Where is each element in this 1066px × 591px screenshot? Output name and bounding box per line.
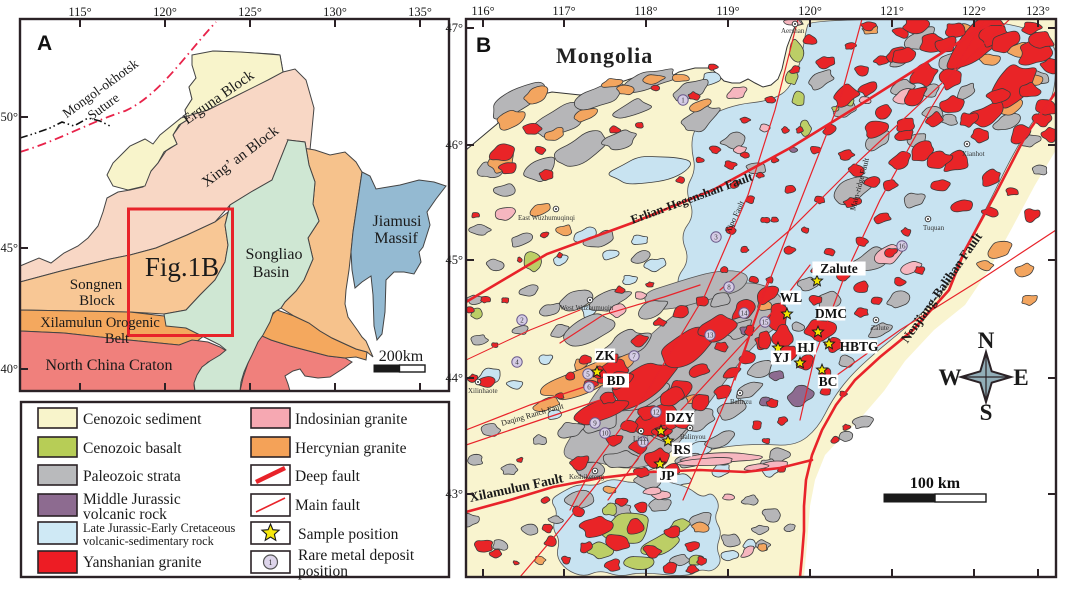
svg-text:Songliao: Songliao	[246, 246, 303, 263]
svg-text:Sample position: Sample position	[298, 526, 399, 543]
svg-text:123°: 123°	[1026, 4, 1050, 18]
svg-text:Mongolia: Mongolia	[556, 43, 653, 68]
svg-text:S: S	[980, 400, 993, 425]
svg-text:Indosinian granite: Indosinian granite	[295, 411, 407, 428]
svg-text:JP: JP	[660, 468, 675, 483]
svg-text:130°: 130°	[323, 5, 347, 19]
svg-text:117°: 117°	[552, 4, 575, 18]
svg-text:Linxi: Linxi	[633, 435, 648, 443]
svg-text:position: position	[298, 563, 348, 580]
svg-text:HBTG: HBTG	[839, 339, 879, 354]
svg-text:Jiamusi: Jiamusi	[373, 213, 422, 230]
svg-text:ZK: ZK	[595, 348, 615, 363]
svg-text:125°: 125°	[238, 5, 262, 19]
svg-text:45°: 45°	[446, 253, 464, 267]
svg-text:North China Craton: North China Craton	[45, 357, 172, 374]
svg-text:2: 2	[520, 317, 524, 325]
svg-text:12: 12	[653, 409, 661, 417]
svg-text:135°: 135°	[408, 5, 432, 19]
svg-text:116°: 116°	[471, 4, 494, 18]
svg-text:115°: 115°	[68, 5, 91, 19]
svg-text:B: B	[476, 34, 491, 57]
svg-text:Zalute: Zalute	[871, 324, 889, 332]
svg-text:5: 5	[586, 371, 590, 379]
svg-text:E: E	[1013, 365, 1028, 390]
svg-text:volcanic-sedimentary rock: volcanic-sedimentary rock	[83, 534, 215, 548]
svg-text:10: 10	[602, 430, 610, 438]
svg-text:Rare metal deposit: Rare metal deposit	[298, 547, 415, 564]
svg-text:46°: 46°	[446, 138, 464, 152]
svg-text:200km: 200km	[379, 348, 424, 365]
svg-text:Main fault: Main fault	[295, 497, 361, 514]
svg-text:Keshiketeng: Keshiketeng	[569, 473, 604, 481]
svg-text:Deep fault: Deep fault	[295, 468, 361, 485]
svg-text:Balinyou: Balinyou	[680, 433, 706, 441]
svg-text:16: 16	[899, 243, 907, 251]
svg-text:Tuquan: Tuquan	[923, 224, 945, 232]
svg-text:Balinzu: Balinzu	[730, 398, 752, 406]
svg-text:6: 6	[587, 384, 591, 392]
svg-text:Cenozoic sediment: Cenozoic sediment	[83, 411, 202, 428]
svg-text:East Wuzhumuqinqi: East Wuzhumuqinqi	[518, 214, 575, 222]
svg-text:WL: WL	[780, 290, 803, 305]
svg-text:YJ: YJ	[773, 350, 790, 365]
svg-text:Paleozoic strata: Paleozoic strata	[83, 468, 181, 485]
svg-text:A: A	[37, 32, 52, 55]
svg-text:Xianhot: Xianhot	[962, 150, 985, 158]
svg-text:Belt: Belt	[105, 331, 129, 347]
svg-text:1: 1	[269, 558, 273, 567]
svg-text:11: 11	[640, 439, 647, 447]
svg-text:100 km: 100 km	[910, 475, 961, 492]
svg-text:RS: RS	[673, 442, 690, 457]
svg-text:50°: 50°	[1, 110, 19, 124]
svg-text:Xilamulun Orogenic: Xilamulun Orogenic	[40, 315, 160, 331]
svg-text:8: 8	[727, 284, 731, 292]
svg-text:9: 9	[593, 420, 597, 428]
svg-text:DMC: DMC	[815, 306, 847, 321]
svg-text:Hercynian granite: Hercynian granite	[295, 440, 407, 457]
svg-text:Basin: Basin	[253, 264, 289, 281]
svg-text:Zalute: Zalute	[820, 261, 858, 276]
svg-text:13: 13	[707, 332, 715, 340]
svg-text:Fig.1B: Fig.1B	[145, 252, 219, 282]
svg-text:Block: Block	[79, 293, 115, 309]
svg-text:W: W	[939, 365, 962, 390]
svg-text:DZY: DZY	[666, 410, 695, 425]
svg-text:Middle Jurassic: Middle Jurassic	[83, 491, 181, 508]
svg-text:1: 1	[681, 97, 685, 105]
svg-text:BC: BC	[819, 374, 838, 389]
svg-text:Massif: Massif	[374, 230, 418, 247]
svg-text:Yanshanian granite: Yanshanian granite	[83, 554, 202, 571]
svg-text:BD: BD	[607, 373, 626, 388]
svg-text:Cenozoic basalt: Cenozoic basalt	[83, 440, 182, 457]
svg-text:122°: 122°	[962, 4, 986, 18]
svg-text:118°: 118°	[634, 4, 657, 18]
svg-text:volcanic rock: volcanic rock	[83, 506, 167, 523]
svg-text:40°: 40°	[1, 362, 19, 376]
svg-text:120°: 120°	[798, 4, 822, 18]
svg-text:7: 7	[632, 353, 636, 361]
svg-text:120°: 120°	[153, 5, 177, 19]
svg-text:15: 15	[762, 319, 770, 327]
svg-text:47°: 47°	[446, 21, 464, 35]
svg-text:119°: 119°	[716, 4, 739, 18]
svg-text:West Wuzhumuqin: West Wuzhumuqin	[560, 304, 614, 312]
svg-text:45°: 45°	[1, 241, 19, 255]
svg-text:Songnen: Songnen	[70, 277, 123, 293]
svg-text:14: 14	[741, 310, 749, 318]
svg-text:43°: 43°	[446, 487, 464, 501]
svg-text:Late Jurassic-Early Cretaceous: Late Jurassic-Early Cretaceous	[83, 521, 235, 535]
svg-text:121°: 121°	[880, 4, 904, 18]
svg-text:Aershan: Aershan	[781, 27, 805, 35]
svg-text:HJ: HJ	[797, 340, 815, 355]
svg-text:N: N	[978, 328, 995, 353]
svg-text:3: 3	[714, 234, 718, 242]
svg-text:4: 4	[515, 359, 519, 367]
svg-text:Xilinhaote: Xilinhaote	[468, 387, 498, 395]
svg-text:44°: 44°	[446, 371, 464, 385]
